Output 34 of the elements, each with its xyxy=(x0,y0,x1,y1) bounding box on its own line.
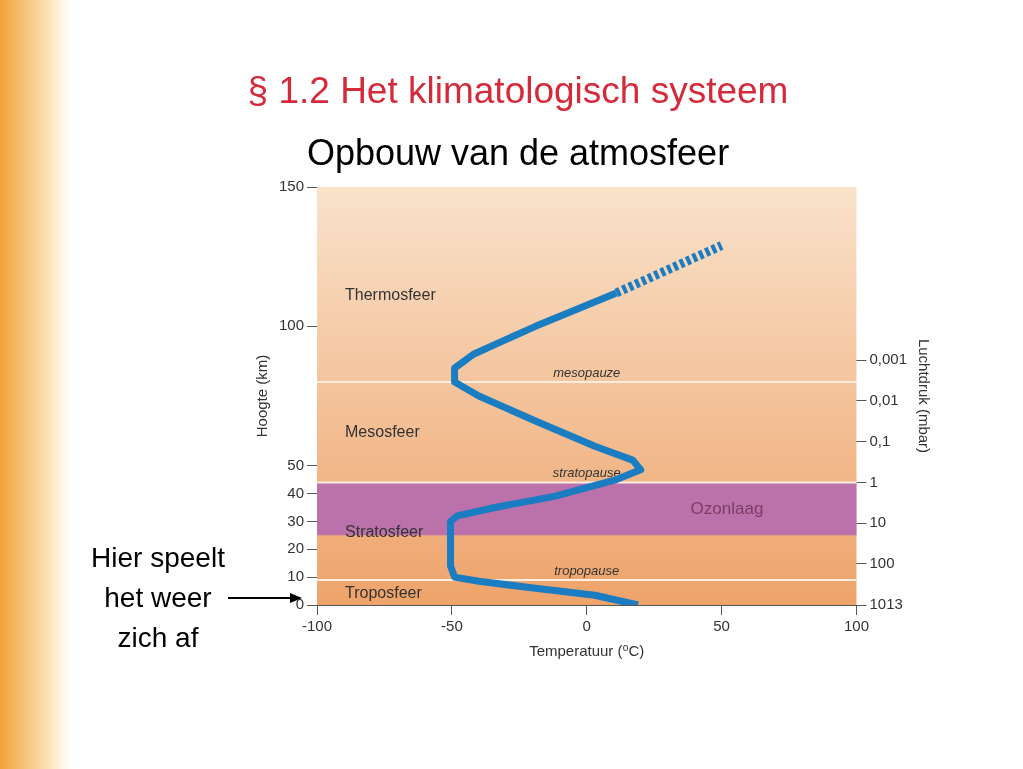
ref-line-label: stratopause xyxy=(552,465,621,481)
y-tick-label: 0 xyxy=(295,595,305,613)
y-tick-label: 100 xyxy=(279,316,305,334)
annotation: Troposfeer xyxy=(345,584,423,602)
y2-tick-label: 10 xyxy=(869,513,887,531)
y2-tick-label: 0,01 xyxy=(869,391,899,408)
chart-title: § 1.2 Het klimatologisch systeem xyxy=(246,70,790,112)
y-tick-label: 150 xyxy=(279,177,305,195)
annotation: Thermosfeer xyxy=(345,286,437,304)
annotation: Mesosfeer xyxy=(345,422,421,440)
y-tick-label: 30 xyxy=(287,511,305,529)
y-axis-title: Hoogte (km) xyxy=(253,354,271,438)
annotation: Stratosfeer xyxy=(345,523,424,541)
ref-line-label: tropopause xyxy=(554,563,620,579)
y-tick-label: 50 xyxy=(287,455,305,473)
y-tick-label: 20 xyxy=(287,539,305,557)
text: Hier speelt het weer zich af xyxy=(90,541,226,655)
ref-line-label: mesopauze xyxy=(553,365,621,381)
y2-tick-label: 1 xyxy=(869,472,878,490)
x-tick-label: 0 xyxy=(582,617,591,635)
y2-tick-label: 1013 xyxy=(869,595,903,613)
y2-axis-title: Luchtdruk (mbar) xyxy=(915,338,933,454)
x-axis-title: Temperatuur (⁰C) xyxy=(529,642,645,660)
y2-tick-label: 0,1 xyxy=(869,431,891,449)
y2-tick-label: 0,001 xyxy=(869,350,908,368)
y2-tick-label: 100 xyxy=(869,554,895,572)
band-label: Ozonlaag xyxy=(690,498,764,518)
x-tick-label: -100 xyxy=(302,617,333,635)
x-tick-label: -50 xyxy=(441,617,463,635)
x-tick-label: 50 xyxy=(713,617,730,635)
x-tick-label: 100 xyxy=(843,617,869,635)
chart-subtitle: Opbouw van de atmosfeer xyxy=(305,132,731,174)
y-tick-label: 40 xyxy=(287,483,305,501)
y-tick-label: 10 xyxy=(287,567,305,585)
